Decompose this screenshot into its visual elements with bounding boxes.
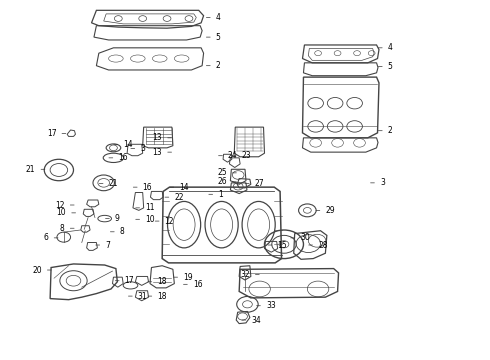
Text: 25: 25	[218, 168, 236, 177]
Text: 4: 4	[378, 43, 392, 52]
Text: 30: 30	[291, 233, 310, 242]
Text: 32: 32	[240, 270, 259, 279]
Text: 29: 29	[316, 206, 335, 215]
Text: 14: 14	[114, 140, 133, 149]
Text: 14: 14	[170, 183, 189, 192]
Text: 18: 18	[148, 292, 167, 301]
Text: 16: 16	[133, 183, 152, 192]
Text: 5: 5	[378, 62, 392, 71]
Text: 10: 10	[56, 208, 75, 217]
Text: 20: 20	[32, 266, 51, 275]
Text: 34: 34	[242, 315, 261, 324]
Text: 17: 17	[115, 276, 134, 285]
Text: 24: 24	[219, 151, 238, 160]
Text: 11: 11	[136, 203, 155, 212]
Text: 2: 2	[206, 61, 220, 70]
Text: 17: 17	[47, 129, 66, 138]
Text: 33: 33	[257, 301, 276, 310]
Text: 26: 26	[218, 177, 236, 186]
Text: 7: 7	[96, 240, 110, 249]
Text: 21: 21	[26, 165, 45, 174]
Text: 4: 4	[206, 13, 220, 22]
Text: 21: 21	[99, 179, 118, 188]
Text: 12: 12	[155, 217, 174, 226]
Text: 18: 18	[148, 277, 167, 286]
Text: 28: 28	[309, 240, 328, 249]
Text: 8: 8	[110, 227, 124, 236]
Text: 13: 13	[152, 148, 171, 157]
Text: 16: 16	[183, 280, 202, 289]
Text: 3: 3	[370, 178, 385, 187]
Text: 3: 3	[131, 144, 145, 153]
Text: 19: 19	[174, 273, 193, 282]
Text: 27: 27	[245, 179, 265, 188]
Text: 13: 13	[152, 133, 171, 142]
Text: 1: 1	[209, 190, 223, 199]
Text: 10: 10	[136, 215, 155, 224]
Text: 15: 15	[268, 240, 287, 249]
Text: 12: 12	[55, 201, 74, 210]
Text: 5: 5	[206, 33, 220, 42]
Text: 6: 6	[44, 233, 58, 242]
Text: 2: 2	[378, 126, 392, 135]
Text: 23: 23	[232, 151, 251, 160]
Text: 9: 9	[105, 214, 120, 223]
Text: 8: 8	[60, 224, 74, 233]
Text: 22: 22	[165, 193, 184, 202]
Text: 16: 16	[109, 153, 128, 162]
Text: 31: 31	[128, 292, 147, 301]
